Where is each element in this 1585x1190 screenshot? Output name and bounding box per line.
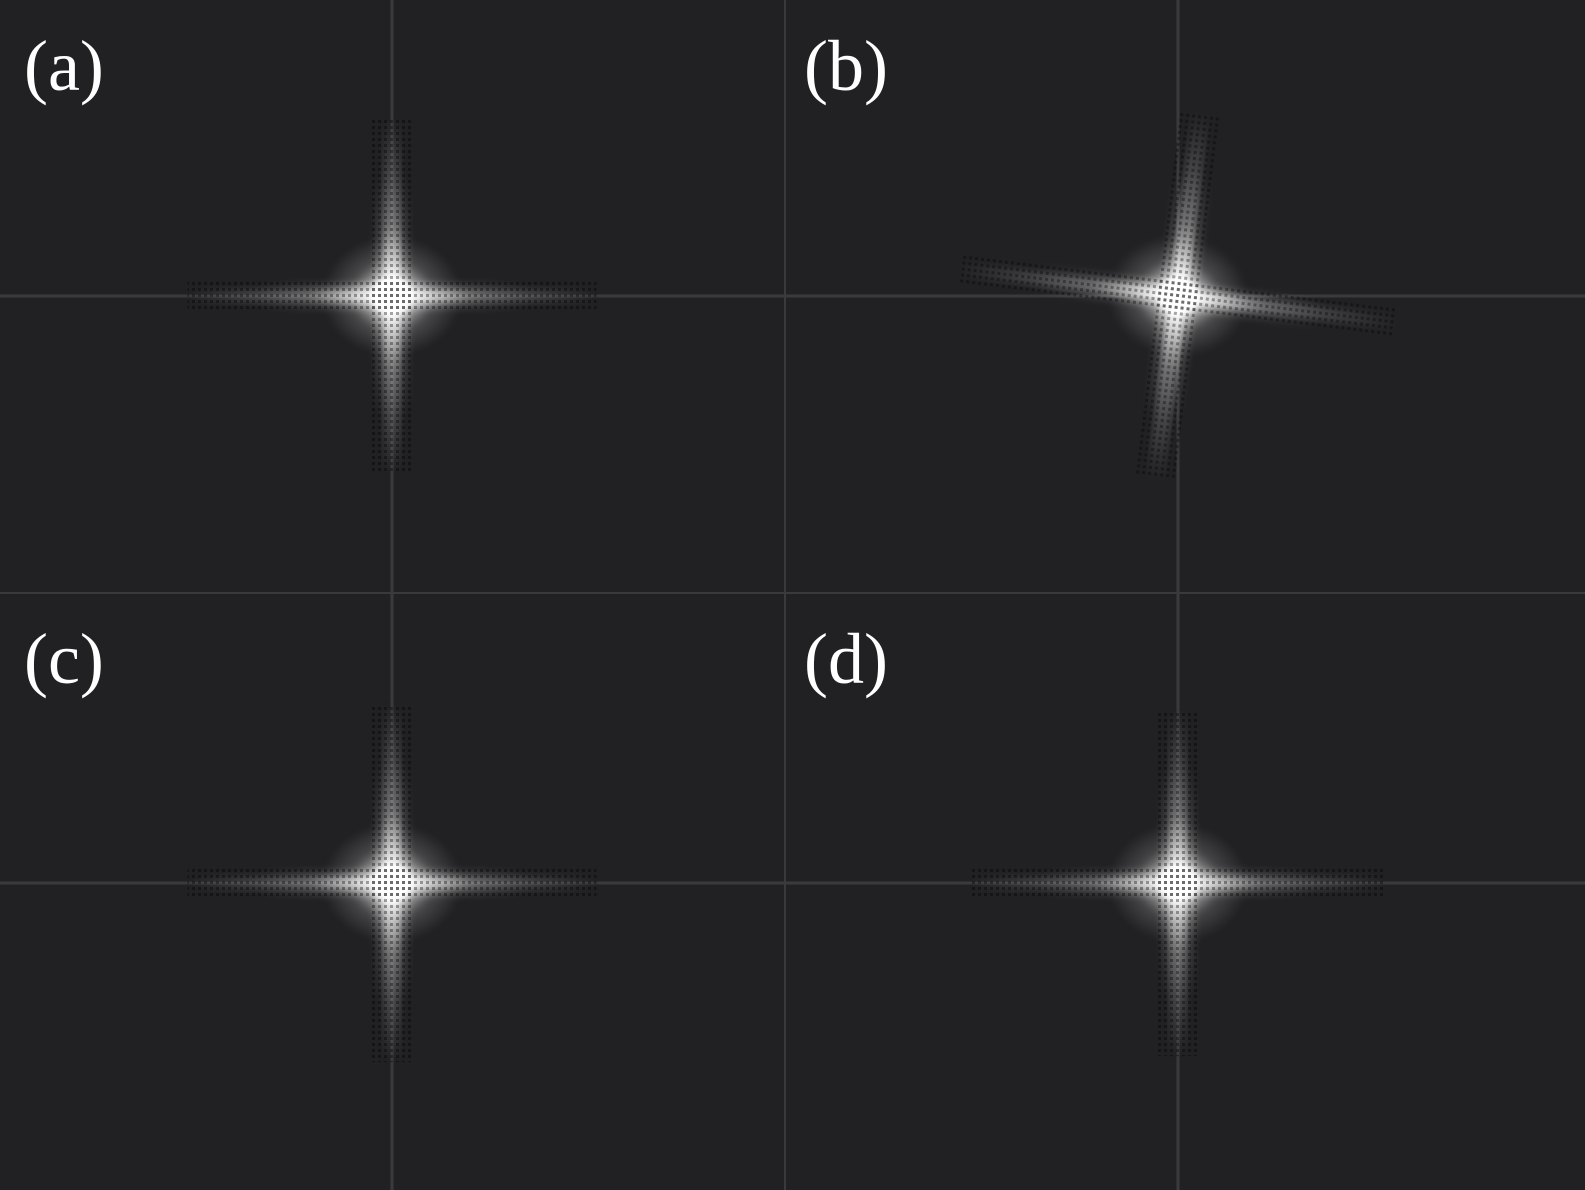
panel-d: (d) <box>786 593 1585 1190</box>
speckle-overlay <box>970 709 1386 1057</box>
panel-a: (a) <box>0 0 786 593</box>
panel-b: (b) <box>786 0 1585 593</box>
diffraction-pattern-a <box>0 0 786 593</box>
diffraction-pattern-b <box>786 0 1585 593</box>
panel-c: (c) <box>0 593 786 1190</box>
vertical-divider <box>784 0 786 1190</box>
horizontal-divider <box>0 592 1585 594</box>
panel-label-c: (c) <box>24 619 104 699</box>
speckle-overlay <box>187 703 597 1063</box>
panel-label-d: (d) <box>804 619 888 699</box>
speckle-overlay <box>957 111 1399 481</box>
panel-label-a: (a) <box>24 26 104 106</box>
diffraction-pattern-c <box>0 593 786 1190</box>
speckle-overlay <box>187 118 597 474</box>
panel-label-b: (b) <box>804 26 888 106</box>
diffraction-pattern-d <box>786 593 1585 1190</box>
